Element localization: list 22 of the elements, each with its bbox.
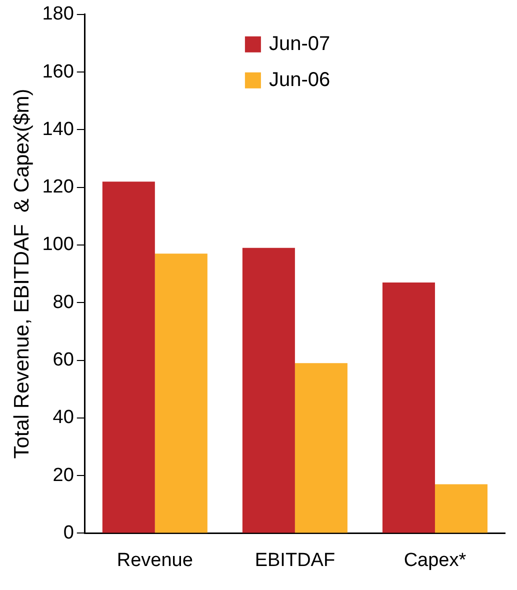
bar [154,254,208,533]
bar [294,363,348,533]
x-tick-label: Capex* [404,550,467,571]
y-axis-title: Total Revenue, EBITDAF & Capex($m) [10,88,34,459]
y-tick-label: 140 [42,118,74,140]
bar [102,182,155,533]
y-tick-label: 0 [63,522,74,544]
y-tick-label: 80 [52,292,74,313]
y-tick-label: 40 [52,407,74,428]
y-tick-label: 160 [42,61,74,82]
y-tick-label: 100 [42,234,74,256]
y-tick-label: 60 [52,350,74,370]
y-tick-label: 120 [42,176,74,198]
x-tick-label: Revenue [116,550,193,571]
y-tick-label: 180 [42,4,74,25]
bar [382,282,435,533]
legend-label: Jun-07 [268,32,330,55]
legend-label: Jun-06 [268,68,330,91]
bar [242,248,295,533]
bar [434,484,488,533]
y-tick-label: 20 [52,464,74,486]
x-tick-label: EBITDAF [254,550,336,571]
